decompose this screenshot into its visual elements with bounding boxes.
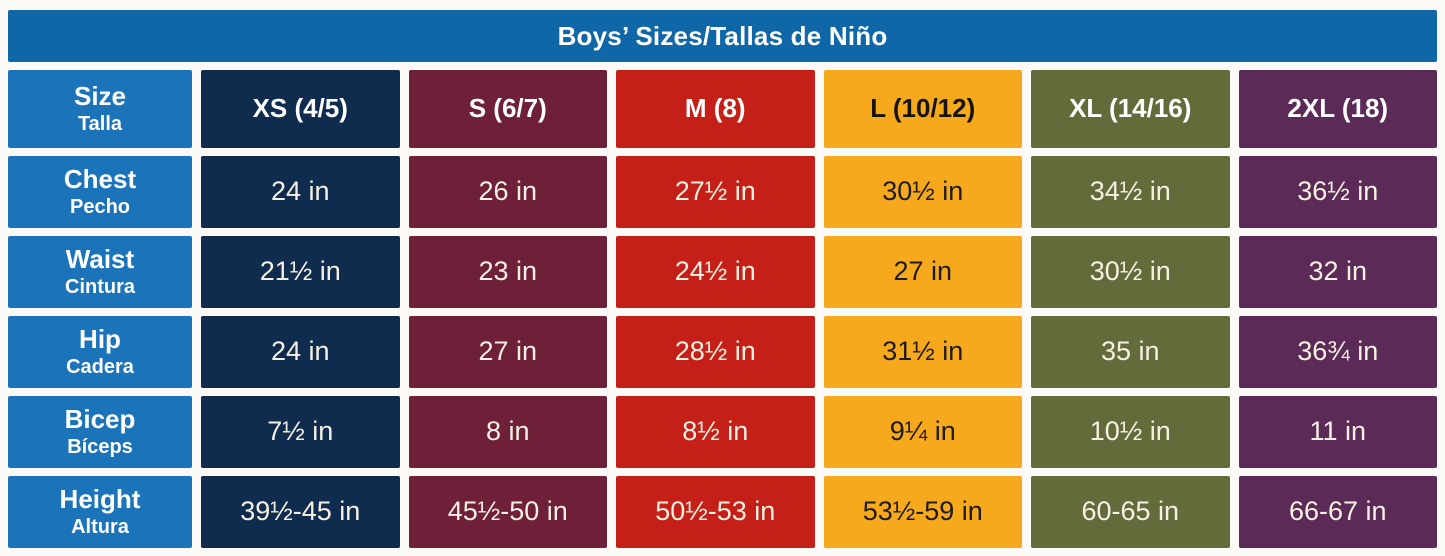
chest-2xl-value: 36½ in <box>1238 156 1437 228</box>
column-header-size: Size Talla <box>8 70 192 148</box>
bicep-l-value: 9¼ in <box>823 396 1022 468</box>
size-chart-grid: Boys’ Sizes/Tallas de Niño Size Talla XS… <box>8 10 1437 548</box>
hip-xl-value: 35 in <box>1031 316 1230 388</box>
column-header-xl: XL (14/16) <box>1031 70 1230 148</box>
bicep-xl-value: 10½ in <box>1031 396 1230 468</box>
hip-xs-value: 24 in <box>201 316 400 388</box>
bicep-2xl-value: 11 in <box>1238 396 1437 468</box>
waist-xs-value: 21½ in <box>201 236 400 308</box>
height-m-value: 50½-53 in <box>616 476 815 548</box>
height-2xl-value: 66-67 in <box>1238 476 1437 548</box>
bicep-s-value: 8 in <box>408 396 607 468</box>
hip-2xl-value: 36¾ in <box>1238 316 1437 388</box>
height-s-value: 45½-50 in <box>408 476 607 548</box>
height-xs-value: 39½-45 in <box>201 476 400 548</box>
chest-xl-value: 34½ in <box>1031 156 1230 228</box>
row-header-chest: Chest Pecho <box>8 156 192 228</box>
bicep-m-value: 8½ in <box>616 396 815 468</box>
row-header-hip: Hip Cadera <box>8 316 192 388</box>
row-header-height: Height Altura <box>8 476 192 548</box>
column-header-xs: XS (4/5) <box>201 70 400 148</box>
row-header-bicep: Bicep Bíceps <box>8 396 192 468</box>
chest-xs-value: 24 in <box>201 156 400 228</box>
chest-s-value: 26 in <box>408 156 607 228</box>
height-xl-value: 60-65 in <box>1031 476 1230 548</box>
column-header-s: S (6/7) <box>408 70 607 148</box>
waist-m-value: 24½ in <box>616 236 815 308</box>
waist-l-value: 27 in <box>823 236 1022 308</box>
hip-l-value: 31½ in <box>823 316 1022 388</box>
waist-s-value: 23 in <box>408 236 607 308</box>
chest-m-value: 27½ in <box>616 156 815 228</box>
column-header-m: M (8) <box>616 70 815 148</box>
table-title: Boys’ Sizes/Tallas de Niño <box>8 10 1437 62</box>
column-header-size-sublabel: Talla <box>77 113 123 136</box>
chest-l-value: 30½ in <box>823 156 1022 228</box>
bicep-xs-value: 7½ in <box>201 396 400 468</box>
hip-m-value: 28½ in <box>616 316 815 388</box>
height-l-value: 53½-59 in <box>823 476 1022 548</box>
column-header-2xl: 2XL (18) <box>1238 70 1437 148</box>
column-header-size-label: Size <box>73 80 127 111</box>
waist-2xl-value: 32 in <box>1238 236 1437 308</box>
hip-s-value: 27 in <box>408 316 607 388</box>
waist-xl-value: 30½ in <box>1031 236 1230 308</box>
column-header-l: L (10/12) <box>823 70 1022 148</box>
row-header-waist: Waist Cintura <box>8 236 192 308</box>
